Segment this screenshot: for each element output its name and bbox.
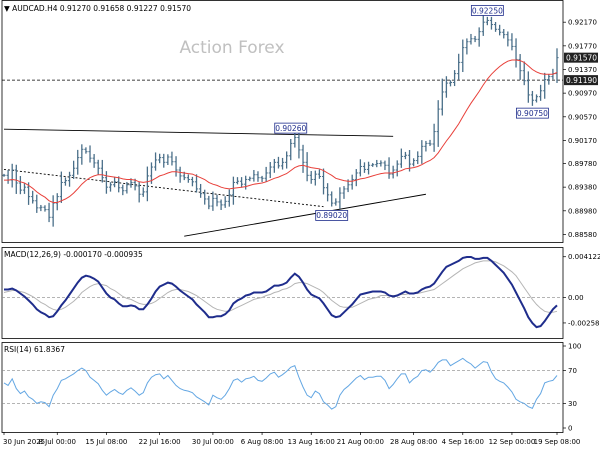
price-y-tick-label: 0.88980 [568, 207, 597, 215]
macd-y-tick-label: -0.00258 [568, 319, 599, 327]
x-tick-label: 30 Jun 2025 [3, 438, 45, 446]
panel-border-0 [1, 0, 564, 243]
symbol-header: ▼ AUDCAD.H4 0.91270 0.91658 0.91227 0.91… [4, 4, 191, 13]
x-tick-label: 4 Sep 16:00 [442, 438, 484, 446]
x-tick-label: 6 Aug 08:00 [241, 438, 284, 446]
current-price-label: 0.91570 [566, 53, 597, 62]
price-y-tick-label: 0.89780 [568, 160, 597, 168]
x-tick-label: 12 Sep 00:00 [489, 438, 536, 446]
macd-panel: MACD(12,26,9) -0.000170 -0.000935 0.00412… [2, 250, 600, 329]
watermark-text: Action Forex [179, 38, 284, 58]
macd-y-tick-label: 0.00 [568, 294, 584, 302]
price-y-tick-label: 0.91770 [568, 42, 597, 50]
price-y-tick-label: 0.90570 [568, 113, 597, 121]
price-annotation-box [516, 107, 549, 119]
x-tick-label: 13 Aug 16:00 [288, 438, 335, 446]
x-tick-label: 19 Sep 08:00 [534, 438, 581, 446]
price-y-tick-label: 0.88580 [568, 231, 597, 239]
rsi-panel: RSI(14) 61.8367 100 70 30 0 [2, 343, 581, 433]
dashed-level-tag [564, 75, 598, 86]
rsi-y-tick-label: 100 [568, 343, 581, 351]
price-y-tick-label: 0.90170 [568, 137, 597, 145]
price-y-tick-label: 0.92170 [568, 19, 597, 27]
panel-border-1 [1, 247, 564, 339]
macd-y-tick-label: 0.004122 [568, 253, 600, 261]
x-tick-label: 8 Jul 00:00 [38, 438, 76, 446]
x-tick-label: 15 Jul 08:00 [85, 438, 127, 446]
price-annotation-box [470, 5, 504, 16]
panel-border-2 [1, 342, 564, 433]
x-tick-label: 28 Aug 08:00 [390, 438, 437, 446]
price-panel: 0.92170 0.91770 0.91370 0.90970 0.90570 0.901… [2, 5, 598, 239]
rsi-y-tick-label: 70 [568, 367, 577, 375]
macd-line [4, 256, 558, 329]
x-tick-label: 30 Jul 00:00 [192, 438, 234, 446]
trendline-0 [3, 128, 394, 137]
x-tick-label: 22 Jul 16:00 [139, 438, 181, 446]
price-annotation-label: 0.90260 [275, 124, 306, 133]
price-y-tick-label: 0.91370 [568, 66, 597, 74]
trendline-2 [184, 193, 426, 237]
price-annotation-label: 0.92250 [472, 6, 503, 15]
panel-frames [1, 0, 564, 433]
rsi-line [3, 357, 558, 410]
macd-signal-line [3, 260, 558, 313]
price-y-tick-label: 0.89380 [568, 184, 597, 192]
dashed-level-label: 0.91190 [566, 76, 597, 85]
price-annotation-label: 0.89020 [316, 211, 347, 220]
moving-average-line [4, 59, 558, 203]
price-annotation-box [274, 122, 308, 134]
rsi-y-tick-label: 0 [568, 425, 572, 433]
rsi-y-tick-label: 30 [568, 400, 577, 408]
trendline-1 [3, 168, 324, 208]
current-price-tag [564, 52, 598, 63]
price-y-tick-label: 0.90970 [568, 90, 597, 98]
price-annotation-label: 0.90750 [517, 109, 548, 118]
rsi-label: RSI(14) 61.8367 [4, 345, 65, 354]
price-annotation-box [315, 210, 349, 221]
macd-label: MACD(12,26,9) -0.000170 -0.000935 [4, 250, 143, 259]
x-tick-label: 21 Aug 00:00 [337, 438, 384, 446]
